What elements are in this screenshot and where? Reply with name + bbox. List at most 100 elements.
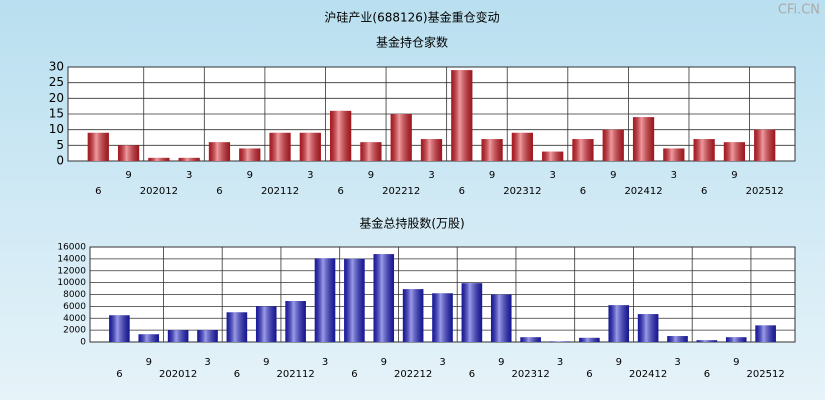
bar-shading <box>490 294 512 342</box>
y-tick-label: 20 <box>49 91 64 105</box>
x-tick-label: 9 <box>489 170 495 181</box>
x-tick-label: 6 <box>95 186 101 197</box>
bar-shading <box>138 334 160 342</box>
bar-shading <box>693 139 715 161</box>
x-tick-label: 3 <box>307 170 313 181</box>
x-tick-label: 3 <box>204 357 210 368</box>
bar-shading <box>402 289 424 342</box>
x-tick-label: 202112 <box>277 369 315 380</box>
bar-shading <box>723 142 746 161</box>
x-tick-label: 202212 <box>394 369 432 380</box>
bar-shading <box>696 340 718 342</box>
x-tick-label: 202312 <box>512 369 550 380</box>
bar-shading <box>330 110 352 161</box>
x-tick-label: 3 <box>322 357 328 368</box>
bar-shading <box>420 139 443 161</box>
bar-shading <box>117 145 140 161</box>
x-tick-label: 202312 <box>503 186 541 197</box>
x-tick-label: 9 <box>733 357 739 368</box>
y-tick-label: 15 <box>49 107 64 121</box>
x-tick-label: 202212 <box>382 186 420 197</box>
x-tick-label: 6 <box>586 369 592 380</box>
bar-shading <box>632 117 655 161</box>
bar-shading <box>637 314 659 342</box>
bar-shading <box>148 157 170 161</box>
bar-shading <box>755 325 776 342</box>
x-tick-label: 202412 <box>629 369 667 380</box>
bar-shading <box>754 129 776 161</box>
y-tick-label: 4000 <box>63 314 86 324</box>
bar-shading <box>208 142 231 161</box>
x-tick-label: 6 <box>116 369 122 380</box>
y-tick-label: 2000 <box>63 326 86 336</box>
bar-shading <box>451 70 473 161</box>
x-tick-label: 9 <box>146 357 152 368</box>
x-tick-label: 9 <box>498 357 504 368</box>
x-tick-label: 9 <box>263 357 269 368</box>
x-tick-label: 3 <box>549 170 555 181</box>
y-tick-label: 12000 <box>57 266 86 276</box>
chart-title: 沪硅产业(688126)基金重仓变动 <box>324 10 499 25</box>
y-tick-label: 10 <box>49 122 64 136</box>
x-tick-label: 202012 <box>140 186 178 197</box>
x-tick-label: 3 <box>186 170 192 181</box>
bar-shading <box>667 336 688 342</box>
x-tick-label: 9 <box>247 170 253 181</box>
y-tick-label: 25 <box>49 75 64 89</box>
bar-shading <box>579 337 600 342</box>
bar-shading <box>314 258 336 342</box>
x-tick-label: 3 <box>671 170 677 181</box>
y-tick-label: 6000 <box>63 302 86 312</box>
x-tick-label: 6 <box>701 186 707 197</box>
x-tick-label: 6 <box>469 369 475 380</box>
bar-shading <box>725 337 747 342</box>
bar-shading <box>299 132 321 161</box>
bar-shading <box>520 337 541 342</box>
x-tick-label: 202412 <box>624 186 662 197</box>
x-tick-label: 9 <box>381 357 387 368</box>
bar-shading <box>87 132 109 161</box>
bar-shading <box>360 142 382 161</box>
x-tick-label: 6 <box>704 369 710 380</box>
bar-shading <box>572 139 594 161</box>
y-tick-label: 8000 <box>63 290 86 300</box>
bar-shading <box>197 330 218 342</box>
bar-shading <box>511 132 533 161</box>
x-tick-label: 3 <box>674 357 680 368</box>
x-tick-label: 9 <box>368 170 374 181</box>
bar-shading <box>608 305 630 342</box>
x-tick-label: 6 <box>459 186 465 197</box>
bar-shading <box>255 306 277 342</box>
x-tick-label: 9 <box>125 170 131 181</box>
y-tick-label: 5 <box>56 138 64 152</box>
x-tick-label: 3 <box>439 357 445 368</box>
y-tick-label: 30 <box>49 60 64 74</box>
x-tick-label: 6 <box>351 369 357 380</box>
bar-shading <box>481 139 503 161</box>
bar-shading <box>602 129 624 161</box>
y-tick-label: 0 <box>80 338 86 348</box>
bar-shading <box>285 301 306 342</box>
y-tick-label: 14000 <box>57 254 86 264</box>
x-tick-label: 202012 <box>159 369 197 380</box>
x-tick-label: 202512 <box>746 186 784 197</box>
bar-shading <box>178 157 200 161</box>
bar-shading <box>549 341 571 342</box>
bar-shading <box>461 283 483 342</box>
watermark: CFi.CN <box>778 3 820 18</box>
y-tick-label: 16000 <box>57 243 86 253</box>
x-tick-label: 6 <box>337 186 343 197</box>
chart-title: 基金总持股数(万股) <box>359 216 464 231</box>
x-tick-label: 9 <box>610 170 616 181</box>
bar-shading <box>344 258 365 342</box>
bar-shading <box>269 132 291 161</box>
y-tick-label: 0 <box>56 154 64 168</box>
x-tick-label: 202112 <box>261 186 299 197</box>
bar-shading <box>390 114 412 161</box>
x-tick-label: 3 <box>557 357 563 368</box>
bar-shading <box>226 312 248 342</box>
bar-shading <box>109 315 130 342</box>
y-tick-label: 10000 <box>57 278 86 288</box>
